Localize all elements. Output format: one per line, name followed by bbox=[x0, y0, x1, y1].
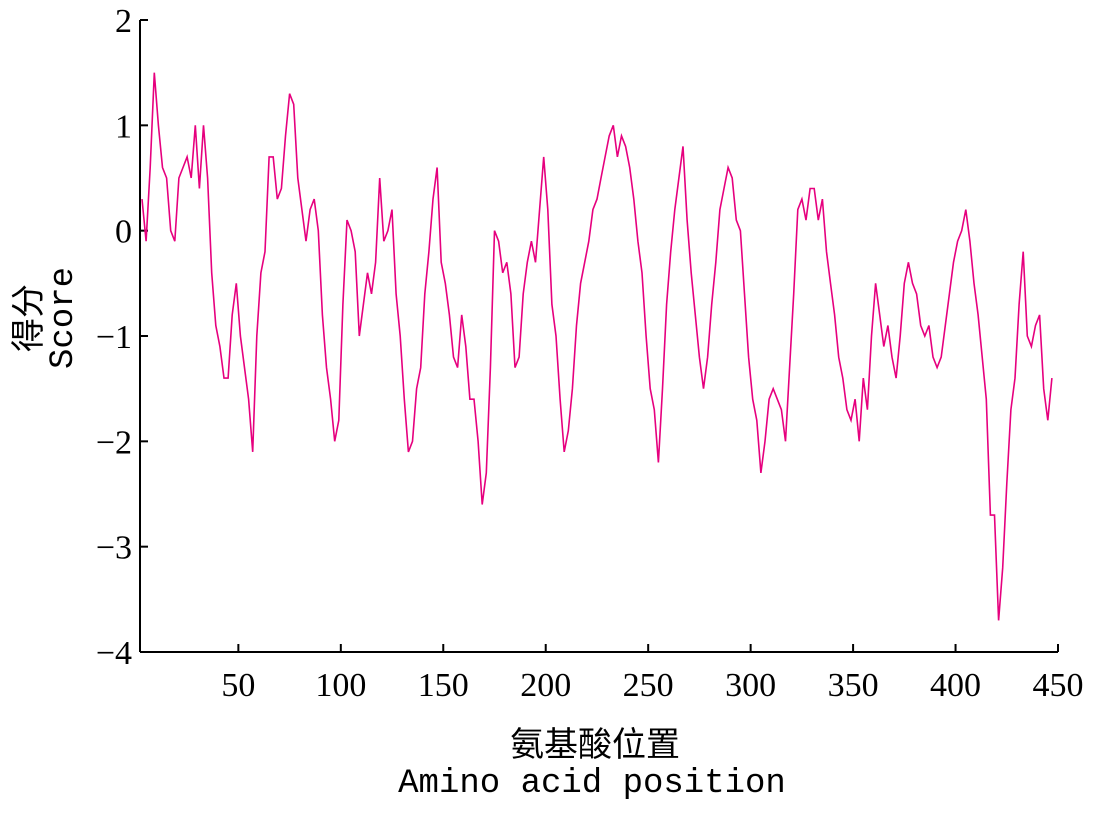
x-tick-label: 200 bbox=[520, 667, 571, 704]
y-tick-label: 0 bbox=[115, 214, 132, 251]
x-tick-label: 350 bbox=[828, 667, 879, 704]
x-tick-label: 100 bbox=[315, 667, 366, 704]
y-tick-label: 2 bbox=[115, 3, 132, 40]
y-tick-label: −1 bbox=[96, 319, 132, 356]
y-tick-label: −3 bbox=[96, 530, 132, 567]
y-tick-label: −2 bbox=[96, 424, 132, 461]
y-label-en: Score bbox=[45, 267, 83, 369]
x-tick-label: 450 bbox=[1033, 667, 1084, 704]
x-tick-label: 300 bbox=[725, 667, 776, 704]
x-tick-label: 250 bbox=[623, 667, 674, 704]
y-label-cn: 得分 bbox=[10, 284, 48, 352]
y-tick-label: −4 bbox=[96, 635, 132, 672]
y-axis-label: 得分 Score bbox=[10, 267, 83, 369]
x-tick-label: 50 bbox=[221, 667, 255, 704]
x-tick-label: 150 bbox=[418, 667, 469, 704]
x-label-cn: 氨基酸位置 bbox=[510, 726, 680, 764]
data-line bbox=[141, 72, 1053, 621]
y-tick-label: 1 bbox=[115, 108, 132, 145]
x-tick-label: 400 bbox=[930, 667, 981, 704]
x-label-en: Amino acid position bbox=[398, 765, 786, 803]
